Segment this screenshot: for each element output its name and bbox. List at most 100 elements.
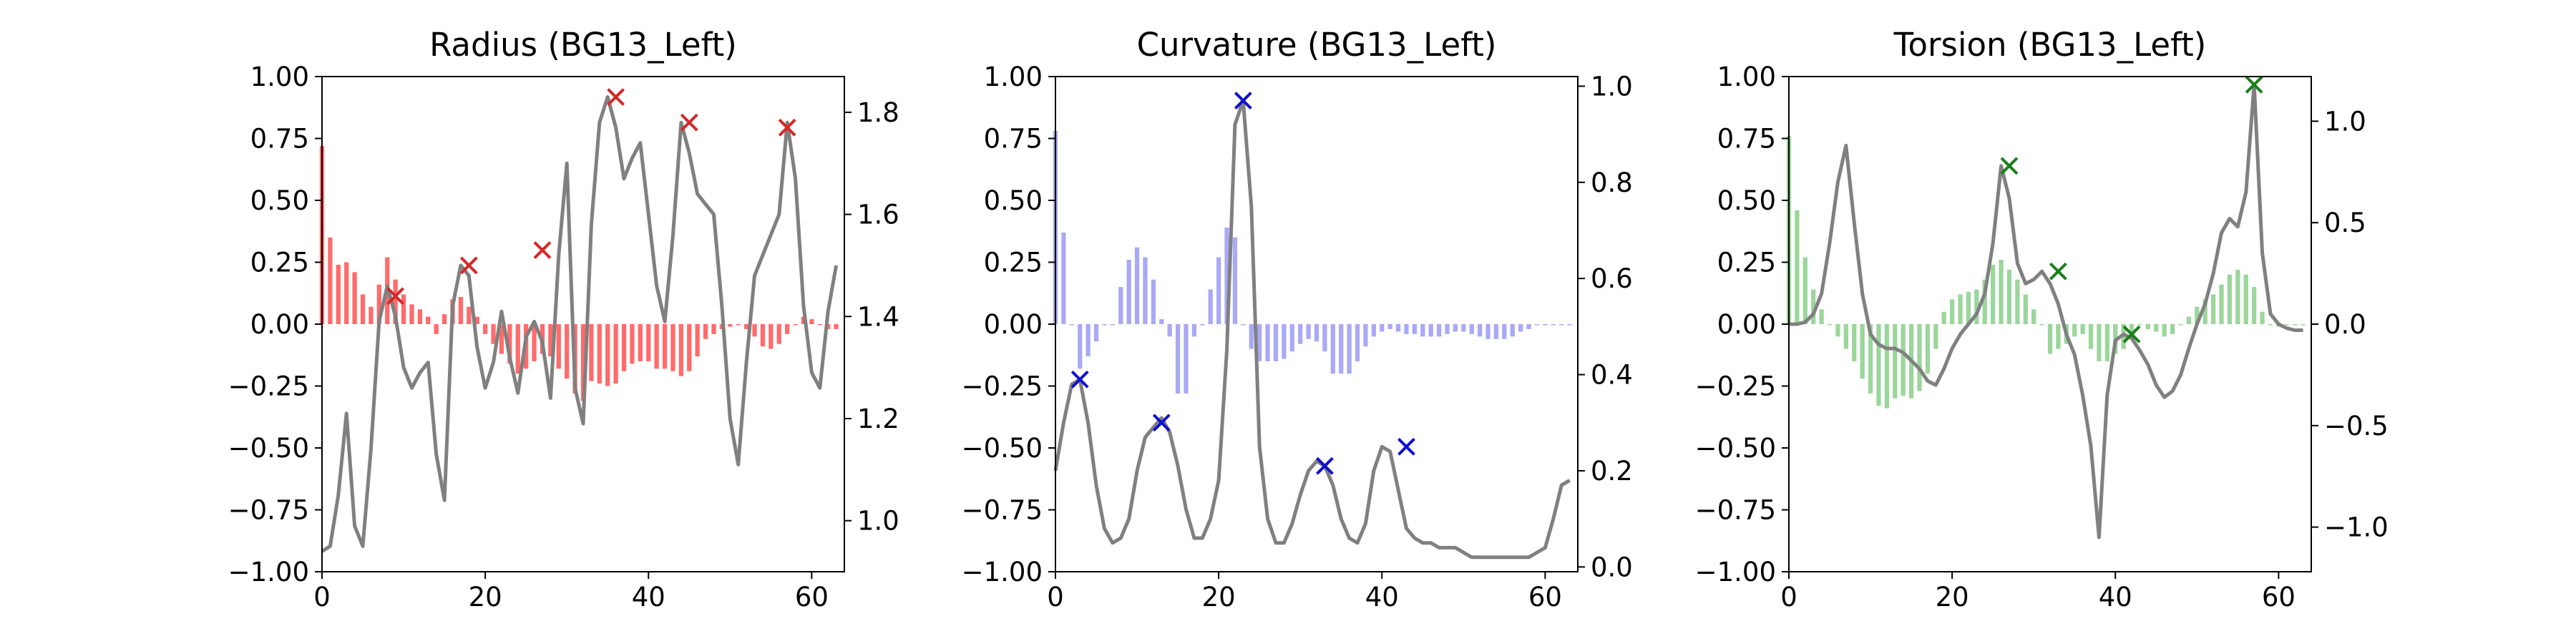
torsion-bar (2023, 294, 2028, 324)
curvature-bar (1339, 324, 1344, 374)
curvature-bar (1485, 324, 1491, 339)
radius-bar (532, 324, 537, 361)
curvature-y-tick-label: −0.75 (962, 495, 1043, 526)
curvature-bar (1069, 324, 1074, 326)
radius-y-tick-label: 0.25 (250, 248, 309, 278)
radius-bar (695, 324, 700, 356)
torsion-bar (2072, 324, 2077, 337)
radius-bar (565, 324, 570, 379)
radius-bar (752, 324, 757, 337)
curvature-bar (1567, 324, 1572, 326)
radius-peak-marker (386, 287, 405, 306)
radius-bar (360, 294, 366, 324)
torsion-bar (1893, 324, 1898, 399)
torsion-bar (1835, 324, 1840, 337)
torsion-bar (1982, 279, 1987, 324)
torsion-peak-marker (2122, 325, 2141, 343)
radius-x-tick-label: 60 (795, 582, 829, 613)
curvature-bar (1257, 324, 1262, 361)
curvature-bar (1387, 324, 1392, 329)
torsion-peak-marker (2245, 75, 2263, 94)
curvature-bar (1526, 324, 1531, 329)
torsion-y-tick-label: −1.00 (1695, 557, 1776, 587)
radius-y2-tick-label: 1.0 (857, 506, 899, 537)
curvature-bar (1477, 324, 1483, 337)
curvature-bar (1102, 324, 1107, 326)
radius-bar (785, 324, 790, 334)
curvature-y2-tick-label: 0.0 (1591, 552, 1633, 582)
torsion-bar (2080, 324, 2085, 334)
curvature-bar (1502, 324, 1507, 339)
torsion-bar (1852, 324, 1857, 361)
curvature-bar (1543, 324, 1548, 326)
torsion-x-tick-label: 40 (2099, 582, 2132, 613)
radius-bar (369, 306, 374, 324)
curvature-bar (1167, 324, 1172, 337)
curvature-bar (1126, 260, 1131, 324)
curvature-bar (1461, 324, 1466, 332)
torsion-bar (1884, 324, 1890, 409)
radius-x-tick-label: 0 (313, 582, 331, 613)
radius-peak-marker (533, 241, 552, 259)
curvature-bar (1110, 324, 1115, 326)
curvature-bar (1224, 228, 1229, 324)
torsion-y2-tick-label: 0.5 (2324, 208, 2366, 238)
curvature-peak-marker (1152, 414, 1171, 432)
radius-peak-marker (459, 256, 478, 275)
torsion-y-tick-label: 0.50 (1717, 185, 1776, 216)
radius-bar (507, 324, 512, 364)
curvature-bar (1241, 324, 1246, 326)
curvature-bar (1330, 324, 1335, 374)
torsion-y-tick-label: 0.25 (1717, 248, 1776, 278)
curvature-bar (1518, 324, 1523, 332)
radius-y-tick-label: 0.75 (250, 124, 309, 155)
radius-bar (834, 324, 839, 329)
torsion-bar (2006, 269, 2012, 324)
radius-bar (646, 324, 651, 361)
curvature-bar (1298, 324, 1303, 344)
torsion-bar (1860, 324, 1865, 379)
radius-bar (760, 324, 766, 347)
radius-bar (654, 324, 659, 369)
radius-bar (589, 324, 594, 381)
curvature-y-tick-label: 0.75 (984, 124, 1043, 155)
torsion-bar (1933, 324, 1938, 349)
torsion-y2-tick-label: 1.0 (2324, 106, 2366, 137)
curvature-y-tick-label: −1.00 (962, 557, 1043, 587)
torsion-y-tick-label: −0.75 (1695, 495, 1776, 526)
curvature-bar (1380, 324, 1385, 332)
torsion-bar (1917, 324, 1922, 391)
torsion-bar (2154, 324, 2159, 332)
radius-bar (613, 324, 618, 384)
torsion-peak-marker (2049, 262, 2067, 280)
radius-bar (393, 279, 398, 324)
curvature-y-tick-label: −0.25 (962, 371, 1043, 402)
curvature-bar (1093, 324, 1099, 342)
curvature-bar (1273, 324, 1279, 361)
torsion-title: Torsion (BG13_Left) (1893, 26, 2207, 64)
torsion-bar (2284, 324, 2289, 326)
torsion-bar (1868, 324, 1873, 394)
radius-line (321, 95, 839, 553)
radius-bar (638, 324, 643, 361)
curvature-bar (1078, 324, 1083, 369)
torsion-bar (2210, 294, 2216, 324)
curvature-bar (1363, 324, 1368, 347)
torsion-bar (2219, 284, 2224, 324)
torsion-bar (1925, 324, 1931, 374)
curvature-peak-marker (1397, 437, 1415, 456)
radius-y-tick-label: 0.50 (250, 185, 309, 216)
radius-bar (474, 316, 479, 324)
radius-bar (548, 324, 553, 356)
radius-bar (678, 324, 684, 376)
torsion-bar (1802, 257, 1807, 324)
curvature-bar (1289, 324, 1294, 352)
torsion-bar (1999, 260, 2004, 324)
radius-y2-tick-label: 1.8 (857, 97, 899, 128)
radius-bar (515, 324, 520, 374)
curvature-bar (1420, 324, 1425, 337)
torsion-y-tick-label: 0.00 (1717, 309, 1776, 340)
radius-bar (426, 316, 431, 324)
radius-x-tick-label: 20 (469, 582, 502, 613)
radius-bar (776, 324, 781, 344)
